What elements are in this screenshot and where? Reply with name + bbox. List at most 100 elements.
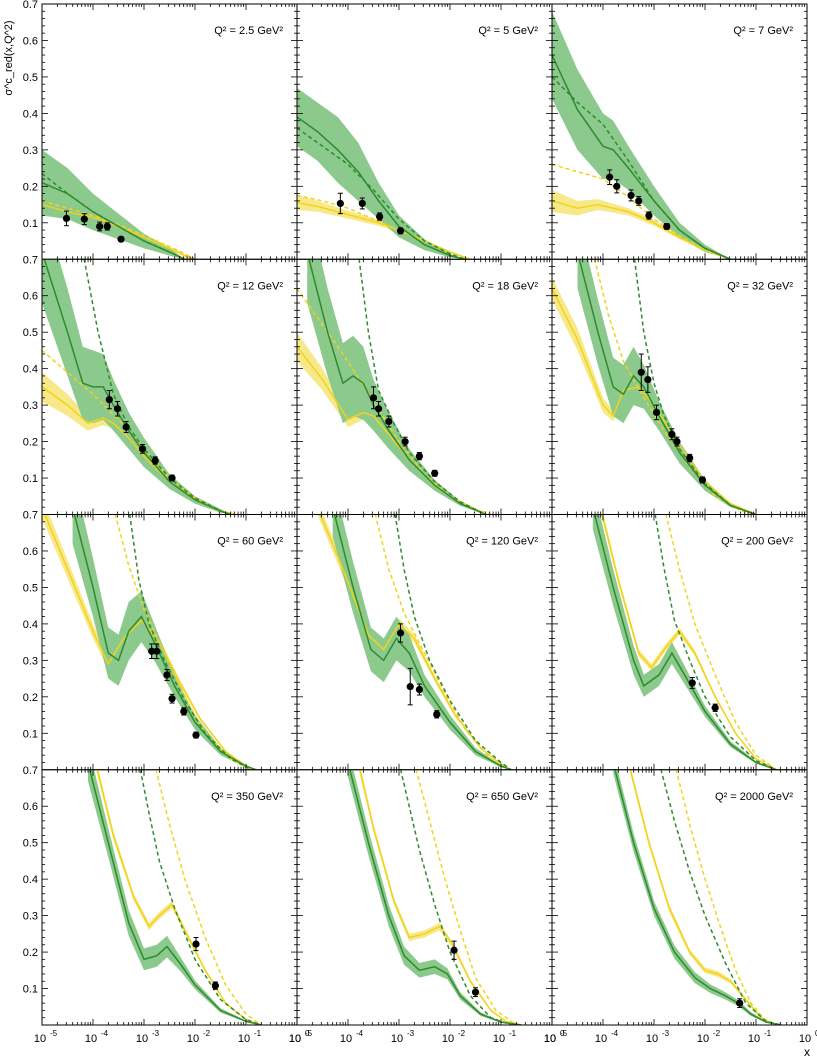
y-tick-label: 0.2 xyxy=(23,947,38,959)
panel-label: Q² = 12 GeV² xyxy=(217,280,283,292)
data-point xyxy=(644,375,652,384)
data-point xyxy=(450,946,458,954)
data-point xyxy=(606,173,614,181)
y-tick-label: 0.1 xyxy=(23,728,38,740)
x-tick-exponent: -3 xyxy=(407,1029,415,1038)
x-tick-exponent: -4 xyxy=(356,1029,364,1038)
data-point xyxy=(637,368,645,376)
panel-4: Q² = 12 GeV² 0.1 0.2 0.3 0.4 0.5 0.6 0.7 xyxy=(23,254,298,515)
data-point xyxy=(103,222,111,231)
data-point xyxy=(113,405,122,413)
x-tick-exponent: -5 xyxy=(305,1029,313,1038)
yellow-solid-curve xyxy=(42,203,196,260)
x-tick-exponent: -5 xyxy=(50,1029,58,1038)
data-point xyxy=(471,988,480,996)
y-tick-label: 0.1 xyxy=(23,473,38,485)
green-band xyxy=(348,769,522,1025)
x-tick-label: 10 xyxy=(187,1033,199,1045)
y-tick-label: 0.5 xyxy=(23,582,38,594)
data-point xyxy=(415,452,423,460)
green-dashed-curve xyxy=(297,127,466,260)
yellow-solid-curve xyxy=(552,288,757,515)
panel-5-plot xyxy=(297,259,492,515)
data-point xyxy=(192,731,200,739)
yellow-dashed-curve xyxy=(552,163,731,260)
x-tick-exponent: -2 xyxy=(458,1029,466,1038)
x-tick-exponent: -1 xyxy=(509,1029,517,1038)
green-solid-curve xyxy=(578,259,757,515)
yellow-dashed-curve xyxy=(665,514,777,770)
panel-label: Q² = 18 GeV² xyxy=(472,280,538,292)
x-tick-label: 10 xyxy=(289,1033,301,1045)
yellow-solid-curve xyxy=(44,514,257,770)
y-tick-label: 0.2 xyxy=(23,437,38,449)
data-point xyxy=(627,191,635,200)
y-tick-label: 0.2 xyxy=(23,181,38,193)
green-band xyxy=(87,769,262,1025)
y-tick-label: 0.2 xyxy=(23,692,38,704)
x-tick-label: 10 xyxy=(748,1033,760,1045)
panel-8-plot xyxy=(317,514,512,770)
green-solid-curve xyxy=(333,514,512,770)
y-tick-label: 0.6 xyxy=(23,35,38,47)
x-tick-exponent: -3 xyxy=(662,1029,670,1038)
panel-label: Q² = 5 GeV² xyxy=(478,25,538,37)
panel-label: Q² = 32 GeV² xyxy=(727,280,793,292)
data-point xyxy=(613,182,621,190)
data-point xyxy=(673,437,681,446)
panel-1: Q² = 2.5 GeV² 0.1 0.2 0.3 0.4 0.5 0.6 0.7 xyxy=(23,0,298,260)
data-point xyxy=(635,197,643,205)
x-tick-label: 10 xyxy=(442,1033,454,1045)
green-dashed-curve xyxy=(399,769,512,1025)
x-tick-label: 10 xyxy=(697,1033,709,1045)
panel-10: Q² = 350 GeV² 0.1 0.2 0.3 0.4 0.5 0.6 0.7 10 -5 10… xyxy=(23,765,310,1045)
panel-11: Q² = 650 GeV² 10 -5 10 -4 10 -3 10 -2 10 -1 10 0 xyxy=(289,769,565,1045)
data-point xyxy=(401,437,409,446)
yellow-dashed-curve xyxy=(415,769,517,1025)
x-tick-label: 10 xyxy=(544,1033,556,1045)
green-dashed-curve xyxy=(139,769,262,1025)
green-solid-curve xyxy=(593,514,777,770)
y-tick-label: 0.5 xyxy=(23,838,38,850)
panel-label: Q² = 120 GeV² xyxy=(466,536,538,548)
x-tick-exponent: -5 xyxy=(560,1029,568,1038)
green-band xyxy=(297,87,466,260)
yellow-solid-curve xyxy=(601,514,777,770)
x-tick-exponent: 0 xyxy=(305,1029,310,1038)
data-point xyxy=(148,647,156,655)
y-tick-label: 0.4 xyxy=(23,874,38,886)
panel-7: Q² = 60 GeV² 0.1 0.2 0.3 0.4 0.5 0.6 0.7 xyxy=(23,510,298,771)
y-tick-label: 0.5 xyxy=(23,72,38,84)
panels-grid: Q² = 2.5 GeV² 0.1 0.2 0.3 0.4 0.5 0.6 0.7 Q² = 5… xyxy=(23,0,817,1045)
data-point xyxy=(151,456,159,465)
green-dashed-curve xyxy=(654,514,777,770)
data-point xyxy=(385,417,393,426)
x-tick-label: 10 xyxy=(544,1033,556,1045)
x-tick-exponent: -2 xyxy=(713,1029,721,1038)
green-band xyxy=(307,259,486,515)
green-solid-curve xyxy=(614,769,782,1025)
panel-7-plot xyxy=(42,514,257,770)
green-solid-curve xyxy=(43,259,231,515)
x-tick-label: 10 xyxy=(85,1033,97,1045)
data-point xyxy=(168,695,176,703)
panel-label: Q² = 60 GeV² xyxy=(217,536,283,548)
yellow-band xyxy=(317,514,512,770)
panel-2: Q² = 5 GeV² xyxy=(296,3,553,260)
yellow-dashed-curve xyxy=(297,287,492,515)
panel-12-plot xyxy=(613,769,782,1025)
y-tick-label: 0.5 xyxy=(23,327,38,339)
green-band xyxy=(42,149,185,260)
panel-2-plot xyxy=(297,87,471,260)
green-band xyxy=(42,259,231,515)
x-tick-label: 10 xyxy=(646,1033,658,1045)
data-point xyxy=(736,999,744,1007)
y-tick-label: 0.6 xyxy=(23,546,38,558)
panel-9-plot xyxy=(592,514,777,770)
yellow-solid-curve xyxy=(552,200,731,260)
data-point xyxy=(163,671,171,679)
panel-frame xyxy=(551,514,808,771)
x-tick-label: 10 xyxy=(595,1033,607,1045)
green-band xyxy=(72,514,257,770)
